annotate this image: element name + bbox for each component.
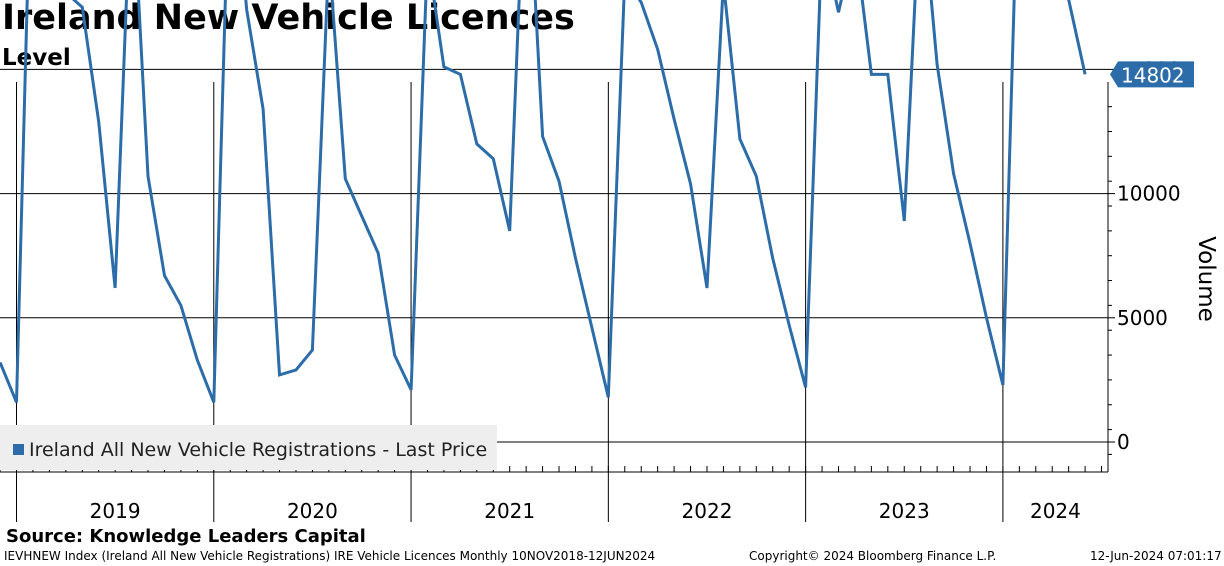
chart-subtitle: Level <box>2 45 71 71</box>
x-year-label: 2020 <box>287 499 338 523</box>
last-value-flag <box>1110 61 1194 88</box>
x-year-label: 2024 <box>1030 499 1081 523</box>
last-value-label: 14802 <box>1121 63 1185 87</box>
y-tick-label: 10000 <box>1117 182 1181 206</box>
series-line <box>0 0 1087 403</box>
chart-title: Ireland New Vehicle Licences <box>2 0 575 38</box>
y-tick-label: 5000 <box>1117 306 1168 330</box>
copyright-note: Copyright© 2024 Bloomberg Finance L.P. <box>749 549 997 563</box>
x-year-label: 2022 <box>682 499 733 523</box>
source-note: Source: Knowledge Leaders Capital <box>6 526 366 547</box>
x-year-label: 2021 <box>484 499 535 523</box>
index-info: IEVHNEW Index (Ireland All New Vehicle R… <box>4 549 656 563</box>
legend-label: Ireland All New Vehicle Registrations - … <box>29 439 487 461</box>
legend-swatch <box>13 444 24 455</box>
x-year-label: 2023 <box>879 499 930 523</box>
y-axis-title: Volume <box>1193 236 1219 322</box>
timestamp: 12-Jun-2024 07:01:17 <box>1090 549 1222 563</box>
legend-box <box>0 425 497 470</box>
y-tick-label: 0 <box>1117 430 1130 454</box>
x-year-label: 2019 <box>90 499 141 523</box>
